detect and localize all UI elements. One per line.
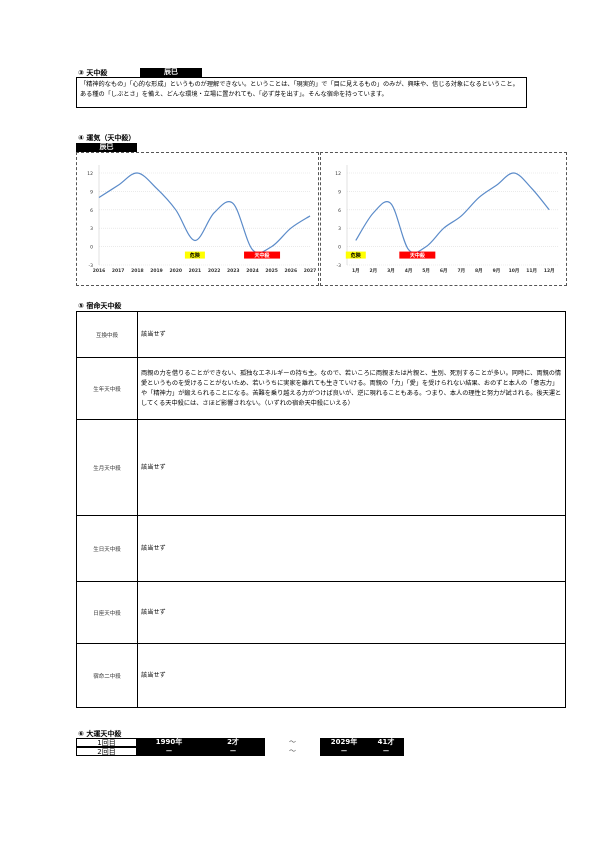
row-label: 宿命二中殺 <box>77 644 138 707</box>
annotation-label: 危険 <box>350 252 362 259</box>
row-value: 該当せず <box>141 463 166 471</box>
x-tick-label: 3月 <box>387 267 395 274</box>
x-tick-label: 6月 <box>440 267 448 274</box>
y-tick-label: 6 <box>338 208 341 214</box>
row-label: 生年天中殺 <box>77 358 138 419</box>
annotation-label: 天中殺 <box>410 252 426 259</box>
section4-badge: 辰巳 <box>76 143 137 152</box>
table-row: 日座天中殺 該当せず <box>77 582 565 644</box>
x-tick-label: 2025 <box>265 268 278 274</box>
daiun-end-age: 41才 <box>368 738 404 747</box>
annotation-badge <box>399 251 436 259</box>
x-tick-label: 2016 <box>93 268 106 274</box>
annotation-badge <box>244 251 281 259</box>
table-row: 生日天中殺 該当せず <box>77 516 565 582</box>
y-tick-label: -3 <box>337 263 342 269</box>
x-tick-label: 1月 <box>352 267 360 274</box>
x-tick-label: 11月 <box>526 267 537 274</box>
row-value: 該当せず <box>141 544 166 552</box>
daiun-end-year: － <box>320 747 368 756</box>
y-tick-label: 9 <box>338 189 341 195</box>
x-tick-label: 2月 <box>370 267 378 274</box>
row-label: 日座天中殺 <box>77 582 138 643</box>
annotation-label: 天中殺 <box>255 252 271 259</box>
section5-title: ⑤ 宿命天中殺 <box>78 302 122 310</box>
daiun-label: 1回目 <box>76 738 137 747</box>
section3-badge: 辰巳 <box>140 68 202 77</box>
daiun-label: 2回目 <box>76 747 137 756</box>
x-tick-label: 2022 <box>208 268 221 274</box>
row-label: 互換中殺 <box>77 312 138 357</box>
daiun-start-year: － <box>137 747 201 756</box>
annotation-label: 危険 <box>189 252 201 259</box>
y-tick-label: 6 <box>90 208 93 214</box>
table-row: 互換中殺 該当せず <box>77 312 565 358</box>
y-tick-label: 12 <box>87 171 93 177</box>
section6-title: ⑥ 大運天中殺 <box>78 730 122 738</box>
x-tick-label: 5月 <box>422 267 430 274</box>
daiun-start-age: 2才 <box>201 738 265 747</box>
x-tick-label: 12月 <box>544 267 555 274</box>
annotation-badge <box>345 251 366 259</box>
x-tick-label: 2018 <box>131 268 144 274</box>
x-tick-label: 2024 <box>246 268 259 274</box>
y-tick-label: 0 <box>90 245 93 251</box>
x-tick-label: 2020 <box>169 268 182 274</box>
daiun-start-age: － <box>201 747 265 756</box>
daiun-start-year: 1990年 <box>137 738 201 747</box>
table-row: 生年天中殺 両親の力を借りることができない、孤独なエネルギーの持ち主。なので、若い… <box>77 358 565 420</box>
row-value: 該当せず <box>141 608 166 616</box>
series-line <box>355 172 550 254</box>
y-tick-label: 3 <box>338 226 341 232</box>
y-tick-label: 0 <box>338 245 341 251</box>
x-tick-label: 10月 <box>509 267 520 274</box>
daiun-end-age: － <box>368 747 404 756</box>
row-value: 両親の力を借りることができない、孤独なエネルギーの持ち主。なので、若いころに両親… <box>141 369 562 407</box>
x-tick-label: 2019 <box>150 268 163 274</box>
daiun-tilde: ～ <box>270 738 315 747</box>
row-value: 該当せず <box>141 671 166 679</box>
x-tick-label: 7月 <box>457 267 465 274</box>
yearly-chart: -3 0 3 6 9 12 2016 2017 2018 2019 2020 2021 2022 2023… <box>76 152 319 286</box>
x-tick-label: 2026 <box>285 268 298 274</box>
y-tick-label: 9 <box>90 189 93 195</box>
shukumei-table: 互換中殺 該当せず 生年天中殺 両親の力を借りることができない、孤独なエネルギーの持… <box>76 311 566 708</box>
x-tick-label: 2023 <box>227 268 240 274</box>
section4-title: ④ 運気（天中殺） <box>78 134 136 142</box>
daiun-tilde: ～ <box>270 747 315 756</box>
row-label: 生日天中殺 <box>77 516 138 581</box>
section3-title: ③ 天中殺 <box>78 69 108 77</box>
row-value: 該当せず <box>141 330 166 338</box>
y-tick-label: 12 <box>335 171 341 177</box>
section3-text: 「精神的なもの」「心的な形成」というものが理解できない。ということは、「現実的」… <box>76 77 527 108</box>
x-tick-label: 2027 <box>304 268 317 274</box>
x-tick-label: 2021 <box>189 268 202 274</box>
x-tick-label: 9月 <box>493 267 501 274</box>
series-line <box>98 172 311 254</box>
annotation-badge <box>184 251 205 259</box>
y-tick-label: -3 <box>89 263 94 269</box>
daiun-end-year: 2029年 <box>320 738 368 747</box>
x-tick-label: 8月 <box>475 267 483 274</box>
table-row: 宿命二中殺 該当せず <box>77 644 565 707</box>
y-tick-label: 3 <box>90 226 93 232</box>
monthly-chart: -3 0 3 6 9 12 1月 2月 3月 4月 5月 6月 7月 8月 9月 10月 11月 12月 危険 天中殺 <box>320 152 567 286</box>
x-tick-label: 4月 <box>405 267 413 274</box>
x-tick-label: 2017 <box>112 268 125 274</box>
row-label: 生月天中殺 <box>77 420 138 515</box>
table-row: 生月天中殺 該当せず <box>77 420 565 516</box>
